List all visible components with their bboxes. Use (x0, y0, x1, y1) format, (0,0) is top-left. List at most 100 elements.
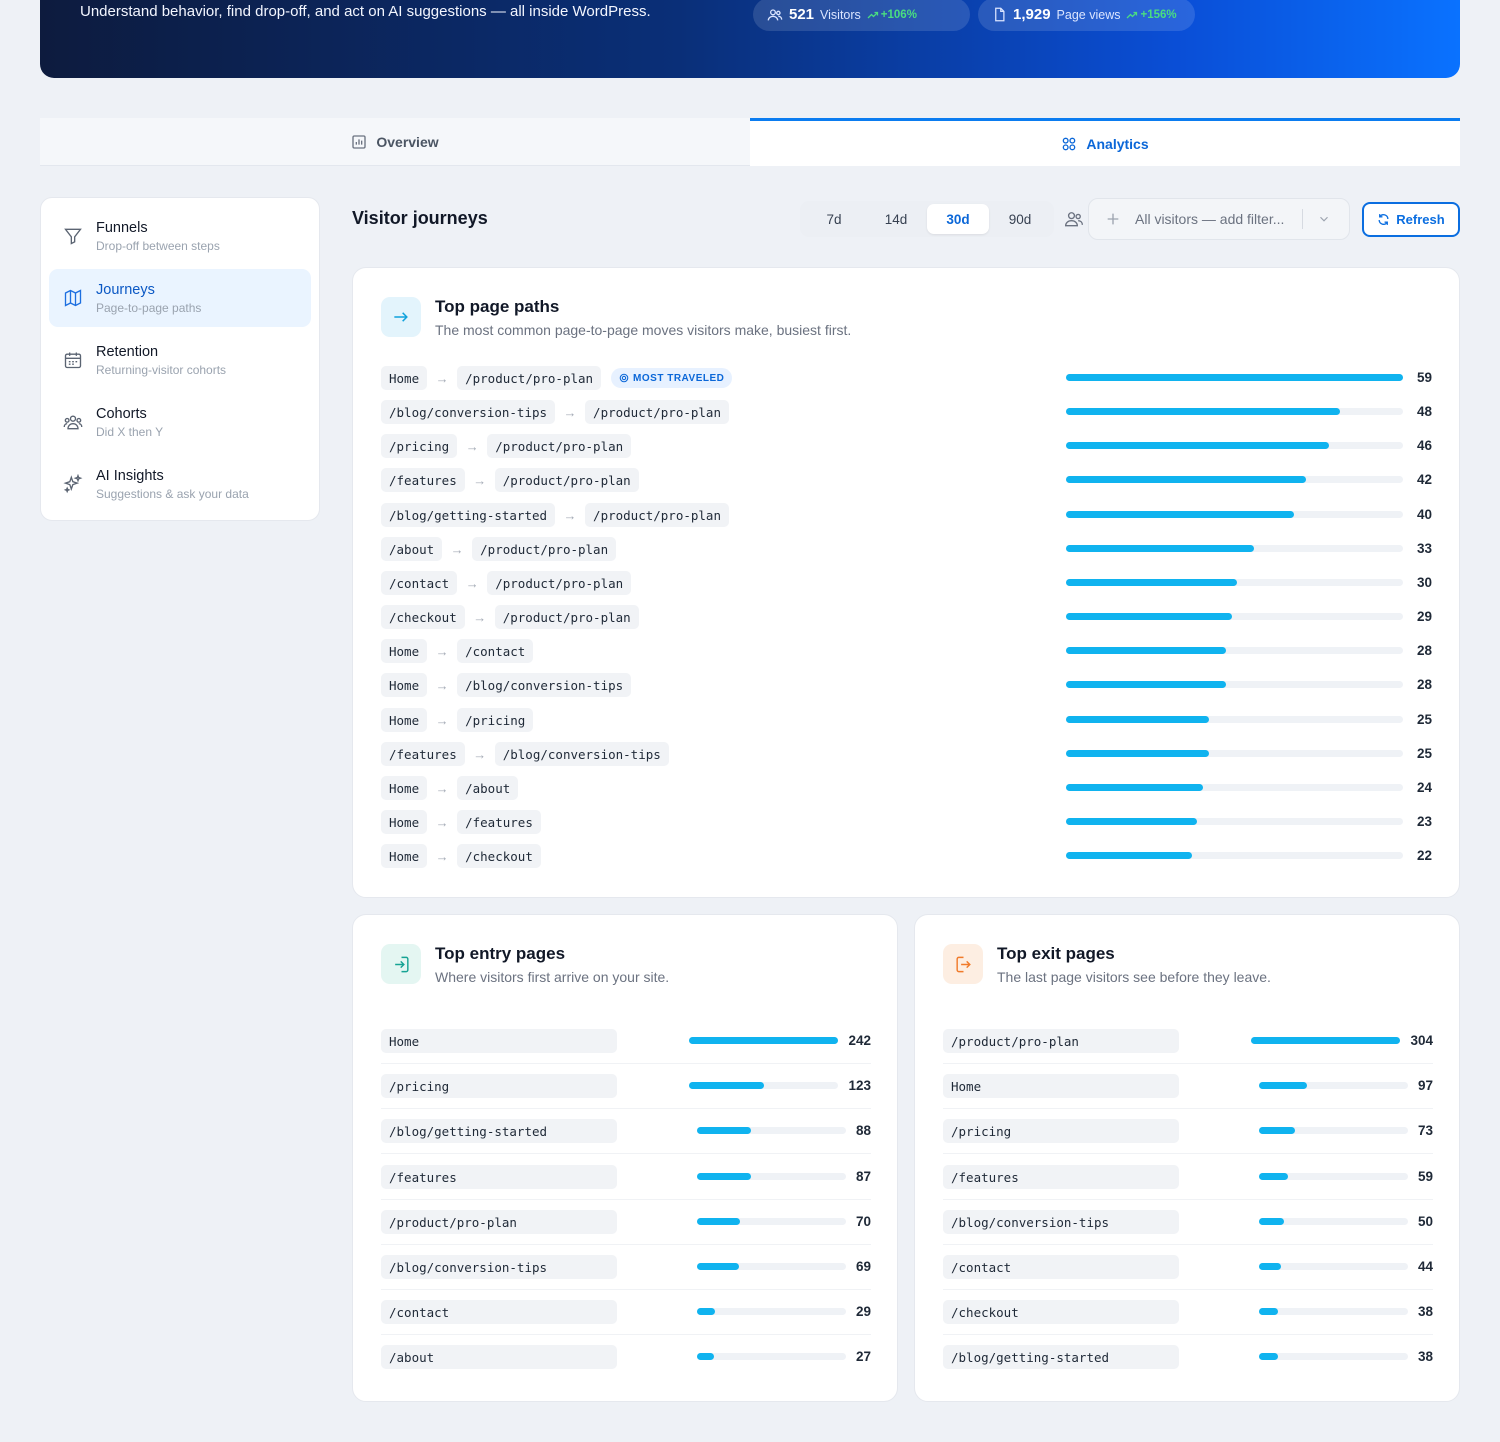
page-count: 44 (1417, 1259, 1433, 1274)
filter-placeholder: All visitors — add filter... (1135, 211, 1285, 227)
page-chip[interactable]: Home (943, 1074, 1179, 1098)
page-chip[interactable]: /product/pro-plan (381, 1210, 617, 1234)
list-item: /blog/conversion-tips 69 (381, 1245, 871, 1290)
page-count: 69 (855, 1259, 871, 1274)
path-bar-fill (1066, 818, 1198, 825)
path-from-chip[interactable]: Home (381, 673, 428, 697)
page-bar-track (697, 1127, 846, 1134)
tab-overview[interactable]: Overview (40, 118, 750, 166)
path-to-chip[interactable]: /about (457, 776, 519, 800)
path-from-chip[interactable]: /contact (381, 571, 458, 595)
path-from-chip[interactable]: /blog/conversion-tips (381, 400, 556, 424)
sidebar: Funnels Drop-off between steps Journeys Pa… (40, 197, 320, 521)
path-from-chip[interactable]: Home (381, 810, 428, 834)
stat-pageviews: 1,929 Page views +156% (978, 0, 1195, 31)
page-chip[interactable]: /about (381, 1345, 617, 1369)
funnel-icon (64, 228, 82, 245)
path-to-chip[interactable]: /product/pro-plan (494, 605, 639, 629)
sidebar-item-subtitle: Drop-off between steps (96, 238, 220, 253)
page-chip[interactable]: /blog/getting-started (381, 1119, 617, 1143)
page-bar-fill (697, 1353, 714, 1360)
path-bar-fill (1066, 750, 1209, 757)
page-chip[interactable]: /checkout (943, 1300, 1179, 1324)
page-chip[interactable]: /blog/getting-started (943, 1345, 1179, 1369)
trend-up-icon (1127, 11, 1138, 18)
path-from-chip[interactable]: /about (381, 537, 443, 561)
calendar-icon (64, 352, 82, 369)
path-from-chip[interactable]: Home (381, 708, 428, 732)
path-from-chip[interactable]: Home (381, 844, 428, 868)
refresh-button[interactable]: Refresh (1362, 202, 1460, 237)
page-bar-track (1259, 1082, 1408, 1089)
page-chip[interactable]: /product/pro-plan (943, 1029, 1179, 1053)
path-to-chip[interactable]: /contact (457, 639, 534, 663)
path-row: /about → /product/pro-plan (381, 537, 1431, 561)
page-bar-fill (1259, 1082, 1307, 1089)
path-to-chip[interactable]: /features (457, 810, 541, 834)
page-bar-track (1259, 1308, 1408, 1315)
range-90d[interactable]: 90d (1008, 211, 1032, 227)
list-item: /contact 29 (381, 1290, 871, 1335)
path-from-chip[interactable]: /checkout (381, 605, 465, 629)
range-7d[interactable]: 7d (826, 211, 842, 227)
card-description: Where visitors first arrive on your site… (435, 969, 670, 985)
path-to-chip[interactable]: /blog/conversion-tips (494, 742, 669, 766)
hero-subtitle: Understand behavior, find drop-off, and … (80, 3, 651, 20)
path-from-chip[interactable]: /pricing (381, 434, 458, 458)
page-chip[interactable]: /blog/conversion-tips (943, 1210, 1179, 1234)
page-chip[interactable]: /features (943, 1165, 1179, 1189)
path-to-chip[interactable]: /product/pro-plan (472, 537, 617, 561)
card-icon-box (381, 944, 421, 984)
arrow-right-icon: → (473, 746, 487, 762)
page-chip[interactable]: /pricing (381, 1074, 617, 1098)
path-to-chip[interactable]: /product/pro-plan (487, 434, 632, 458)
path-count: 22 (1416, 848, 1432, 863)
path-to-chip[interactable]: /product/pro-plan (494, 468, 639, 492)
page-bar-fill (1259, 1263, 1281, 1270)
path-bar-track (1066, 716, 1403, 723)
page-chip[interactable]: /blog/conversion-tips (381, 1255, 617, 1279)
list-item: /features 59 (943, 1155, 1433, 1200)
page-chip[interactable]: Home (381, 1029, 617, 1053)
path-to-chip[interactable]: /product/pro-plan (585, 503, 729, 527)
page-bar-track (1259, 1263, 1408, 1270)
card-icon-box (943, 944, 983, 984)
path-to-chip[interactable]: /product/pro-plan (457, 366, 602, 390)
path-from-chip[interactable]: Home (381, 639, 428, 663)
sidebar-item-journeys[interactable]: Journeys Page-to-page paths (49, 269, 311, 327)
path-from-chip[interactable]: Home (381, 776, 428, 800)
path-to-chip[interactable]: /product/pro-plan (487, 571, 632, 595)
page-bar-track (688, 1037, 838, 1044)
path-from-chip[interactable]: /features (381, 742, 465, 766)
range-30d[interactable]: 30d (927, 204, 989, 234)
path-from-chip[interactable]: /features (381, 468, 465, 492)
range-14d[interactable]: 14d (884, 211, 908, 227)
path-row: /blog/getting-started → /product/pro-plan (381, 503, 1431, 527)
path-bar-track (1066, 579, 1403, 586)
sidebar-item-ai-insights[interactable]: AI Insights Suggestions & ask your data (49, 455, 311, 513)
sidebar-item-funnels[interactable]: Funnels Drop-off between steps (49, 207, 311, 265)
page-chip[interactable]: /pricing (943, 1119, 1179, 1143)
sidebar-item-retention[interactable]: Retention Returning-visitor cohorts (49, 331, 311, 389)
visitor-filter-select[interactable]: All visitors — add filter... (1088, 198, 1350, 240)
path-to-chip[interactable]: /product/pro-plan (585, 400, 729, 424)
path-from-chip[interactable]: /blog/getting-started (381, 503, 556, 527)
path-to-chip[interactable]: /blog/conversion-tips (457, 673, 632, 697)
path-row: /features → /blog/conversion-tips (381, 742, 1431, 766)
path-count: 28 (1416, 643, 1432, 658)
tab-analytics[interactable]: Analytics (750, 118, 1460, 166)
stat-value: 521 (789, 6, 815, 23)
path-to-chip[interactable]: /checkout (457, 844, 541, 868)
list-item: /about 27 (381, 1335, 871, 1380)
page-chip[interactable]: /contact (381, 1300, 617, 1324)
page-bar-track (1259, 1173, 1408, 1180)
page-chip[interactable]: /contact (943, 1255, 1179, 1279)
page-bar-track (1259, 1218, 1408, 1225)
page-count: 38 (1417, 1304, 1433, 1319)
path-from-chip[interactable]: Home (381, 366, 428, 390)
path-to-chip[interactable]: /pricing (457, 708, 534, 732)
path-row: Home → /features (381, 810, 1431, 834)
path-bar-track (1066, 511, 1403, 518)
sidebar-item-cohorts[interactable]: Cohorts Did X then Y (49, 393, 311, 451)
page-chip[interactable]: /features (381, 1165, 617, 1189)
